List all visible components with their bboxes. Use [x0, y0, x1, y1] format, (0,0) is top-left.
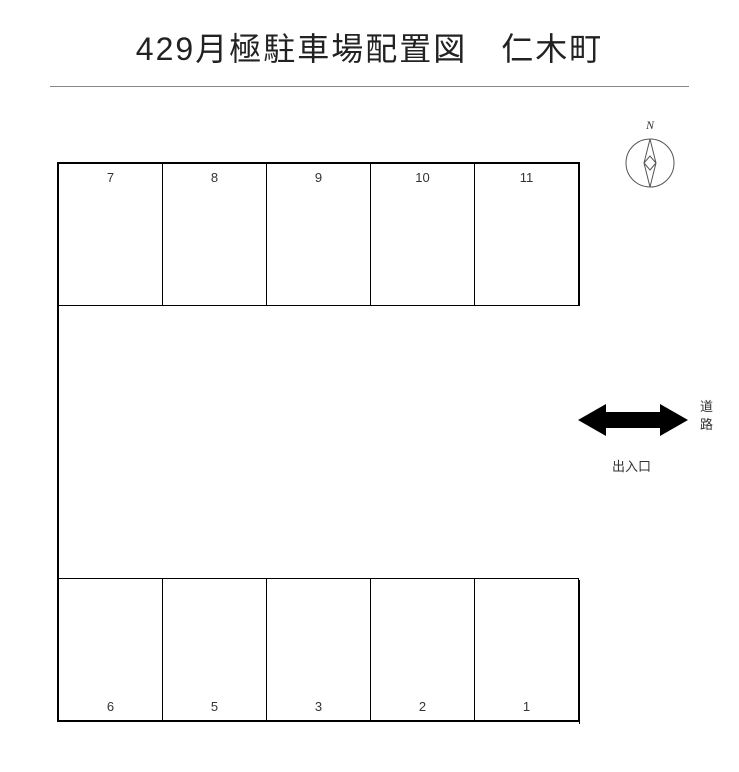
page-title: 429月極駐車場配置図 仁木町	[50, 24, 689, 70]
slot-bottom-4: 1	[475, 579, 579, 720]
slot-bottom-2: 3	[267, 579, 371, 720]
slot-label: 7	[107, 170, 114, 185]
road-label-line1: 道	[700, 398, 713, 416]
slot-top-0: 7	[59, 164, 163, 305]
slot-label: 11	[520, 170, 534, 185]
slot-top-1: 8	[163, 164, 267, 305]
parking-lot-outline: 7 8 9 10 11 6 5 3 2 1	[57, 162, 579, 722]
road-label-line2: 路	[700, 416, 713, 434]
slot-label: 1	[523, 699, 530, 714]
bottom-slot-row: 6 5 3 2 1	[59, 578, 579, 720]
slot-label: 8	[211, 170, 218, 185]
slot-label: 10	[415, 170, 429, 185]
entrance-label: 出入口	[612, 456, 651, 475]
slot-top-4: 11	[475, 164, 579, 305]
slot-top-3: 10	[371, 164, 475, 305]
lot-right-border-top	[579, 162, 580, 306]
slot-label: 9	[315, 170, 322, 185]
top-slot-row: 7 8 9 10 11	[59, 164, 579, 306]
double-arrow-icon	[578, 400, 688, 440]
entrance-arrow	[578, 400, 688, 440]
slot-bottom-0: 6	[59, 579, 163, 720]
slot-label: 5	[211, 699, 218, 714]
slot-label: 2	[419, 699, 426, 714]
slot-bottom-1: 5	[163, 579, 267, 720]
slot-top-2: 9	[267, 164, 371, 305]
slot-label: 3	[315, 699, 322, 714]
compass: N	[620, 118, 680, 198]
slot-bottom-3: 2	[371, 579, 475, 720]
compass-north-label: N	[646, 118, 654, 133]
slot-label: 6	[107, 699, 114, 714]
lot-right-border-bottom	[579, 580, 580, 724]
title-bar: 429月極駐車場配置図 仁木町	[50, 24, 689, 87]
road-label: 道 路	[700, 398, 713, 434]
